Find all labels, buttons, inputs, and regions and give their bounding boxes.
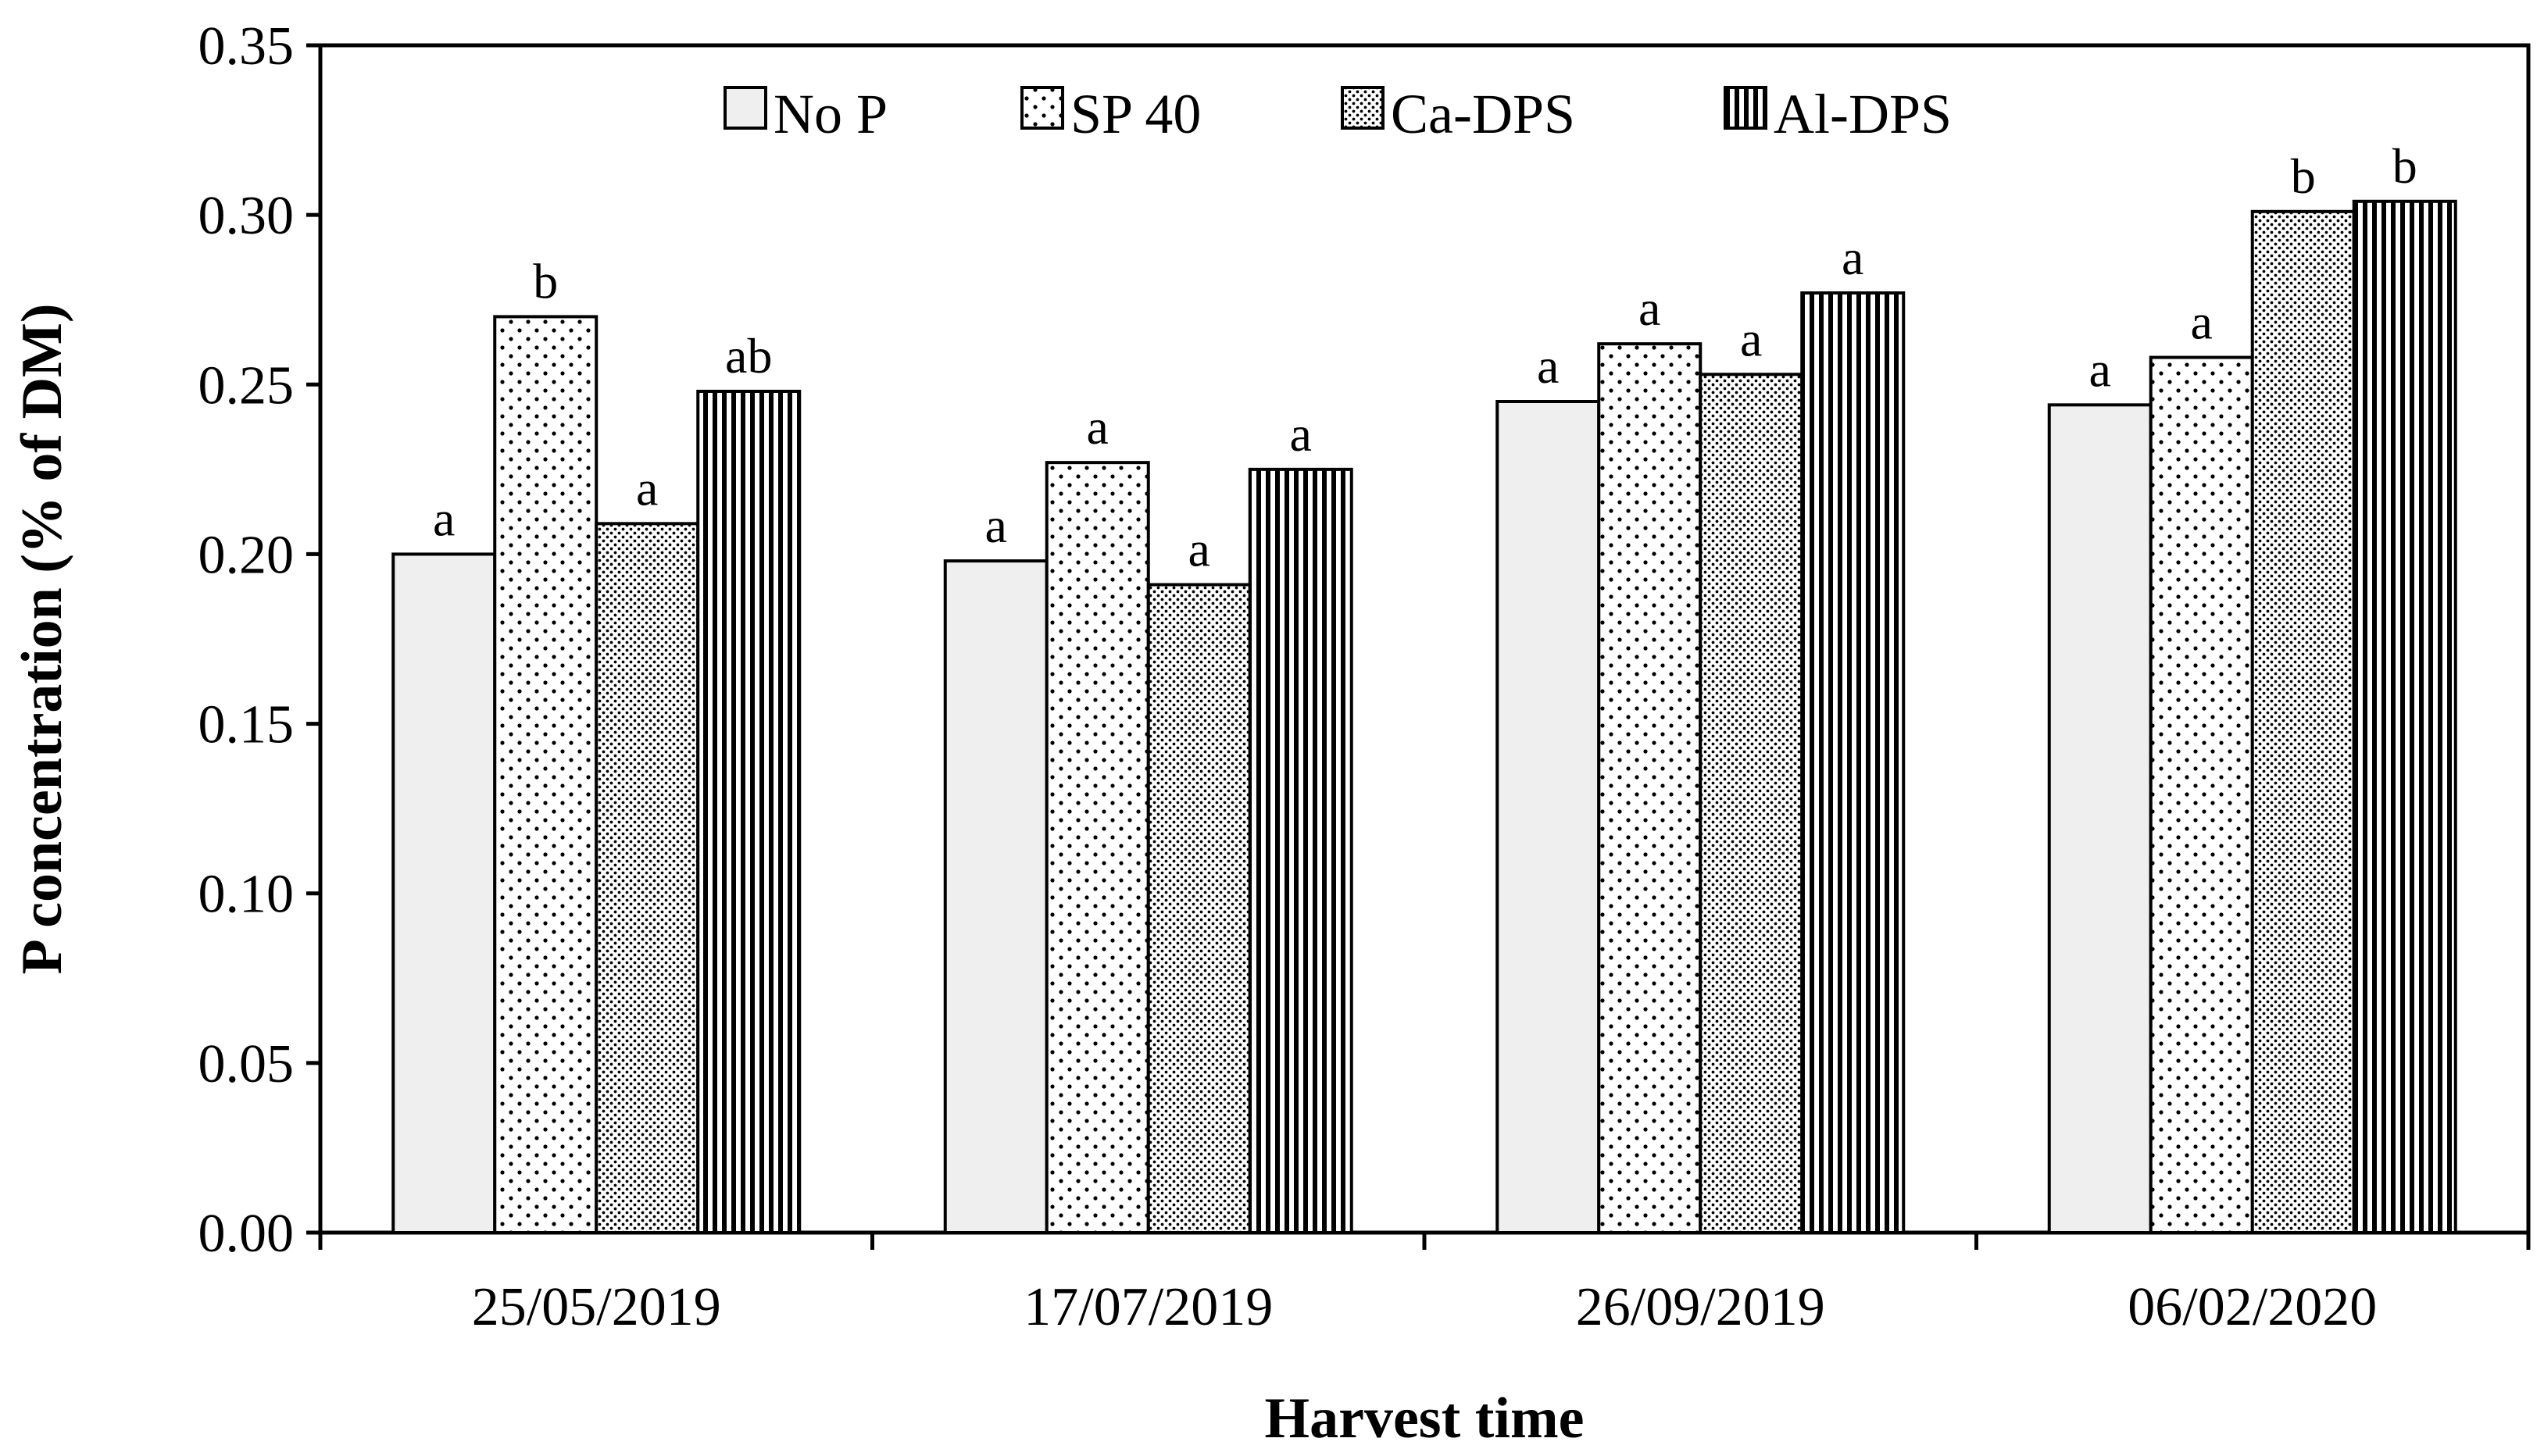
legend-label: Al-DPS	[1774, 83, 1952, 145]
legend-label: SP 40	[1070, 83, 1201, 145]
y-tick-label: 0.20	[198, 525, 295, 585]
significance-label: b	[2392, 138, 2417, 194]
bar-ca-dps	[595, 522, 700, 1234]
bar-no-p	[391, 552, 497, 1234]
bar-al-dps	[1248, 467, 1353, 1234]
significance-label: a	[1842, 230, 1863, 285]
y-tick-label: 0.35	[198, 16, 295, 77]
bar-no-p	[2047, 403, 2153, 1234]
legend-label: Ca-DPS	[1391, 83, 1575, 145]
significance-label: a	[636, 460, 658, 516]
bar-sp-40	[1597, 342, 1703, 1235]
y-tick-label: 0.30	[198, 186, 295, 246]
legend-swatch	[1341, 86, 1385, 130]
x-axis-title: Harvest time	[1265, 1386, 1585, 1451]
y-tick-label: 0.15	[198, 695, 295, 755]
significance-label: a	[1188, 522, 1210, 577]
significance-label: a	[2089, 341, 2111, 397]
bar-al-dps	[1800, 291, 1906, 1234]
significance-label: b	[533, 253, 558, 309]
legend-label: No P	[774, 83, 888, 145]
significance-label: a	[1638, 280, 1660, 336]
bar-no-p	[1495, 400, 1601, 1234]
significance-label: a	[1087, 399, 1109, 455]
y-tick-label: 0.10	[198, 865, 295, 925]
x-tick-label: 06/02/2020	[2128, 1277, 2377, 1337]
bar-al-dps	[2352, 199, 2457, 1234]
bar-no-p	[943, 559, 1049, 1234]
significance-label: a	[1740, 311, 1762, 366]
bar-ca-dps	[2250, 209, 2356, 1234]
bar-sp-40	[1045, 461, 1150, 1234]
bar-al-dps	[696, 389, 802, 1234]
y-tick-label: 0.00	[198, 1204, 295, 1264]
legend-swatch	[1020, 86, 1064, 130]
significance-label: ab	[725, 328, 772, 384]
x-tick-label: 25/05/2019	[472, 1277, 721, 1337]
bar-ca-dps	[1146, 583, 1252, 1234]
y-tick-label: 0.05	[198, 1034, 295, 1094]
significance-label: a	[985, 498, 1007, 553]
x-tick-label: 17/07/2019	[1024, 1277, 1273, 1337]
y-axis-title: P concentration (% of DM)	[10, 303, 74, 974]
bar-sp-40	[493, 315, 598, 1234]
significance-label: a	[1537, 338, 1559, 394]
significance-label: a	[2191, 294, 2213, 350]
legend-swatch	[1724, 86, 1767, 130]
y-tick-label: 0.25	[198, 355, 295, 416]
bar-ca-dps	[1699, 373, 1804, 1234]
bar-sp-40	[2149, 355, 2254, 1234]
legend-swatch	[724, 86, 767, 130]
significance-label: a	[433, 491, 455, 546]
significance-label: a	[1290, 406, 1312, 462]
x-tick-label: 26/09/2019	[1576, 1277, 1825, 1337]
significance-label: b	[2291, 148, 2316, 204]
